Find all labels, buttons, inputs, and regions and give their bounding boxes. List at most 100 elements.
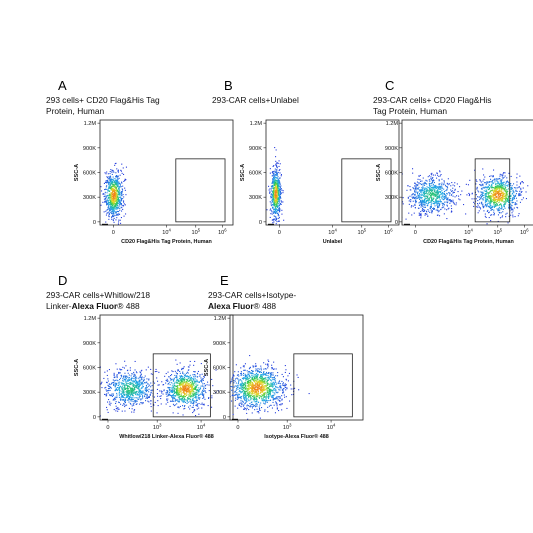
event-point: [515, 194, 517, 196]
event-point: [446, 209, 448, 211]
event-point: [125, 179, 127, 181]
event-point: [178, 380, 180, 382]
event-point: [273, 177, 275, 179]
event-point: [273, 190, 275, 192]
event-point: [273, 208, 275, 210]
event-point: [278, 182, 280, 184]
event-point: [110, 402, 112, 404]
event-point: [416, 192, 418, 194]
event-point: [178, 387, 180, 389]
event-point: [141, 376, 143, 378]
event-point: [488, 195, 490, 197]
event-point: [496, 186, 498, 188]
event-point: [121, 389, 123, 391]
event-point: [273, 211, 275, 213]
event-point: [243, 366, 245, 368]
event-point: [497, 181, 499, 183]
event-point: [130, 387, 132, 389]
event-point: [122, 198, 124, 200]
event-point: [480, 197, 482, 199]
event-point: [124, 384, 126, 386]
event-point: [120, 398, 122, 400]
event-point: [124, 372, 126, 374]
event-point: [186, 375, 188, 377]
event-point: [268, 377, 270, 379]
event-point: [424, 205, 426, 207]
event-point: [515, 197, 517, 199]
event-point: [125, 391, 127, 393]
event-point: [423, 199, 425, 201]
event-point: [105, 197, 107, 199]
event-point: [114, 382, 116, 384]
x-tick-label: 105: [191, 228, 200, 237]
event-point: [189, 392, 191, 394]
event-point: [423, 191, 425, 193]
event-point: [498, 188, 500, 190]
event-point: [111, 170, 113, 172]
event-point: [414, 203, 416, 205]
event-point: [129, 379, 131, 381]
event-point: [132, 385, 134, 387]
y-tick-label: 900K: [249, 146, 262, 152]
event-point: [255, 390, 257, 392]
event-point: [419, 189, 421, 191]
event-point: [238, 403, 240, 405]
event-point: [487, 193, 489, 195]
event-point: [106, 181, 108, 183]
event-point: [277, 198, 279, 200]
event-point: [177, 369, 179, 371]
event-point: [488, 196, 490, 198]
event-point: [191, 402, 193, 404]
event-point: [277, 391, 279, 393]
event-point: [126, 383, 128, 385]
event-point: [111, 182, 113, 184]
event-point: [196, 384, 198, 386]
event-point: [438, 185, 440, 187]
event-point: [275, 174, 277, 176]
event-point: [113, 375, 115, 377]
event-point: [433, 197, 435, 199]
event-point: [505, 194, 507, 196]
event-point: [191, 382, 193, 384]
event-point: [501, 197, 503, 199]
event-point: [180, 379, 182, 381]
event-point: [113, 207, 115, 209]
event-point: [522, 187, 524, 189]
event-point: [273, 182, 275, 184]
event-point: [123, 403, 125, 405]
event-point: [183, 396, 185, 398]
panel-b: B 293-CAR cells+Unlabel 0 300K 600K 900K 1.2…: [212, 78, 400, 268]
event-point: [215, 392, 217, 394]
event-point: [480, 194, 482, 196]
event-point: [260, 390, 262, 392]
event-point: [234, 371, 236, 373]
event-point: [182, 405, 184, 407]
event-point: [118, 191, 120, 193]
event-point: [278, 207, 280, 209]
event-point: [106, 199, 108, 201]
event-point: [291, 394, 293, 396]
event-point: [494, 181, 496, 183]
event-point: [171, 378, 173, 380]
event-point: [278, 215, 280, 217]
event-point: [265, 379, 267, 381]
event-point: [432, 192, 434, 194]
event-point: [181, 389, 183, 391]
event-point: [268, 384, 270, 386]
event-point: [469, 179, 471, 181]
panel-title-text: 488: [259, 301, 277, 311]
event-point: [111, 171, 113, 173]
event-point: [275, 186, 277, 188]
event-point: [138, 389, 140, 391]
event-point: [113, 181, 115, 183]
panel-e: E 293-CAR cells+Isotype- Alexa Fluor® 488…: [204, 273, 378, 463]
event-point: [124, 397, 126, 399]
event-point: [433, 203, 435, 205]
event-point: [520, 189, 522, 191]
event-point: [486, 181, 488, 183]
event-point: [128, 379, 130, 381]
event-point: [108, 403, 110, 405]
event-point: [432, 180, 434, 182]
event-point: [504, 187, 506, 189]
event-point: [431, 172, 433, 174]
